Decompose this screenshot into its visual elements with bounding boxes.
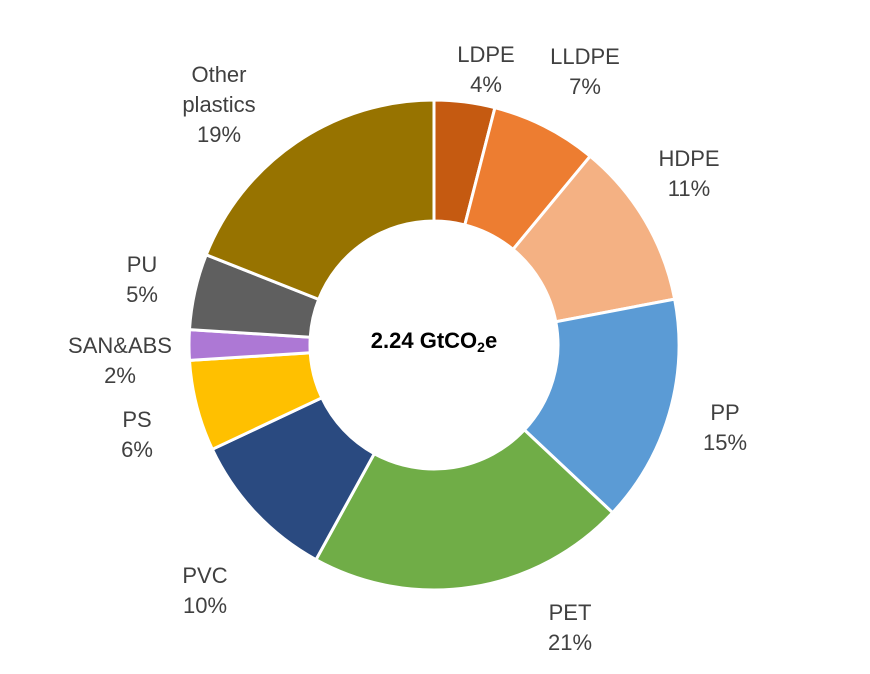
slice-other-plastics [204,98,436,302]
label-pvc: PVC 10% [182,563,228,618]
label-pet: PET 21% [547,600,593,655]
label-pu: PU 5% [126,252,158,307]
label-hdpe: HDPE 11% [658,146,720,201]
slice-pp [522,297,681,515]
label-lldpe: LLDPE 7% [550,44,620,99]
label-ldpe: LDPE 4% [457,42,515,97]
center-total-label: 2.24 GtCO2e [370,328,498,355]
label-pp: PP 15% [702,400,748,455]
label-san-abs: SAN&ABS 2% [68,333,172,388]
label-other-plastics: Other plastics 19% [182,62,256,147]
slice-pet [313,427,615,592]
label-ps: PS 6% [121,407,153,462]
